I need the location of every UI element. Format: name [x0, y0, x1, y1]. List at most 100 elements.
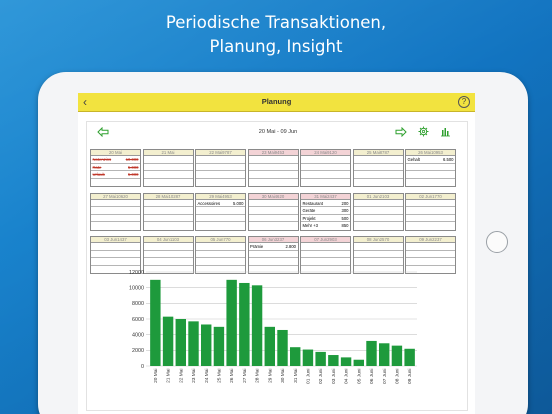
day-entry-row[interactable]	[196, 215, 245, 223]
x-tick-label: 03 Juni	[331, 369, 337, 384]
day-cell[interactable]: 08 Jun2570	[352, 236, 404, 275]
day-entry-row[interactable]: Geräte 300	[301, 207, 350, 215]
day-cell[interactable]: 20 Mai Notenzins 10.000 Rate 5.000 Urlaub 5.00…	[90, 149, 141, 188]
day-entry-row[interactable]	[196, 171, 245, 179]
day-entry-row[interactable]	[353, 243, 403, 251]
day-entry-row[interactable]	[248, 171, 298, 179]
day-entry-row[interactable]	[353, 207, 403, 215]
day-entry-row[interactable]	[301, 156, 350, 164]
day-entry-row[interactable]	[248, 164, 298, 172]
day-entry-row[interactable]	[248, 215, 298, 223]
chart-bar	[404, 348, 415, 366]
day-entry-row[interactable]	[301, 251, 350, 259]
day-entry-row[interactable]: Notenzins 10.000	[91, 156, 140, 164]
x-tick-label: 08 Juni	[395, 369, 401, 384]
day-cell[interactable]: 02 Jun1770	[405, 192, 456, 231]
day-cell[interactable]: 22 Mai9787	[195, 149, 246, 188]
day-entry-row[interactable]	[91, 243, 140, 251]
day-entry-row[interactable]: Prämie 2.800	[248, 243, 298, 251]
day-entry-row[interactable]	[143, 251, 193, 259]
day-entry-row[interactable]: Projekt 500	[301, 215, 350, 223]
x-tick-label: 07 Juni	[382, 369, 388, 384]
chart-bar	[340, 357, 352, 366]
day-cell[interactable]: 05 Jun770	[195, 236, 246, 275]
day-entry-row[interactable]	[196, 164, 245, 172]
day-entry-row[interactable]	[301, 164, 350, 172]
day-cell[interactable]: 21 Mai	[142, 149, 194, 188]
day-entry-row[interactable]: Accessoires 5.000	[196, 200, 245, 208]
day-entry-row[interactable]	[406, 258, 455, 266]
day-cell[interactable]: 04 Jun1103	[142, 236, 194, 275]
day-cell[interactable]: 07 Jun2903	[300, 236, 351, 275]
day-entry-row[interactable]	[353, 251, 403, 259]
day-entry-row[interactable]: Restaurant 200	[301, 200, 350, 208]
day-header: 02 Jun1770	[406, 193, 455, 200]
day-cell[interactable]: 06 Jun3237 Prämie 2.800	[247, 236, 299, 275]
day-entry-row[interactable]: Urlaub 5.000	[91, 171, 140, 179]
day-entry-row[interactable]	[91, 200, 140, 208]
day-entry-row[interactable]	[353, 156, 403, 164]
day-cell[interactable]: 30 Mai4620	[247, 192, 299, 231]
back-chevron-icon[interactable]: ‹	[83, 95, 87, 109]
day-entry-row[interactable]	[301, 243, 350, 251]
day-entry-row[interactable]: Mehr +3 850	[301, 222, 350, 230]
day-entry-row[interactable]	[406, 207, 455, 215]
y-tick-label: 6000	[132, 317, 144, 323]
day-entry-row[interactable]	[196, 207, 245, 215]
day-entry-row[interactable]	[248, 258, 298, 266]
day-entry-row[interactable]	[353, 258, 403, 266]
day-entry-row[interactable]	[353, 215, 403, 223]
day-cell[interactable]: 01 Jun2103	[352, 192, 404, 231]
help-icon[interactable]: ?	[458, 96, 470, 108]
day-cell[interactable]: 29 Mai4953 Accessoires 5.000	[195, 192, 246, 231]
day-entry-row[interactable]	[143, 258, 193, 266]
day-entry-row[interactable]	[143, 215, 193, 223]
day-entry-row[interactable]	[143, 207, 193, 215]
day-cell[interactable]: 31 Mai2437 Restaurant 200 Geräte 300 Projekt 5…	[300, 192, 351, 231]
x-tick-label: 20 Mai	[153, 369, 159, 383]
day-cell[interactable]: 24 Mai9120	[300, 149, 351, 188]
day-entry-row[interactable]	[406, 251, 455, 259]
day-entry-row[interactable]	[91, 258, 140, 266]
day-entry-row[interactable]	[196, 156, 245, 164]
day-entry-row[interactable]	[143, 156, 193, 164]
arrow-left-icon[interactable]	[97, 127, 109, 137]
day-entry-row[interactable]	[406, 164, 455, 172]
day-entry-row[interactable]	[248, 156, 298, 164]
day-entry-row[interactable]	[406, 200, 455, 208]
day-entry-row[interactable]	[248, 207, 298, 215]
day-entry-row[interactable]	[91, 207, 140, 215]
day-entry-row[interactable]	[248, 251, 298, 259]
day-entry-row[interactable]	[406, 215, 455, 223]
day-entry-row[interactable]	[143, 171, 193, 179]
day-entry-row[interactable]	[406, 171, 455, 179]
day-entry-row[interactable]	[143, 243, 193, 251]
day-entry-row[interactable]	[196, 243, 245, 251]
headline-line-1: Periodische Transaktionen,	[165, 13, 387, 32]
day-entry-row[interactable]	[196, 251, 245, 259]
day-cell[interactable]: 26 Mai10953 Gehalt 6.500	[405, 149, 456, 188]
day-entry-row[interactable]	[143, 200, 193, 208]
day-entry-row[interactable]	[406, 243, 455, 251]
gear-icon[interactable]	[418, 126, 429, 137]
day-entry-row[interactable]	[143, 164, 193, 172]
day-entry-row[interactable]	[91, 251, 140, 259]
day-entry-row[interactable]	[301, 258, 350, 266]
day-cell[interactable]: 28 Mai10287	[142, 192, 194, 231]
day-entry-row[interactable]	[353, 164, 403, 172]
day-entry-row[interactable]: Rate 5.000	[91, 164, 140, 172]
day-entry-row[interactable]: Gehalt 6.500	[406, 156, 455, 164]
day-cell[interactable]: 27 Mai10620	[90, 192, 141, 231]
day-entry-row[interactable]	[353, 200, 403, 208]
day-cell[interactable]: 09 Jun2237	[405, 236, 456, 275]
day-entry-row[interactable]	[301, 171, 350, 179]
day-entry-row[interactable]	[353, 171, 403, 179]
day-cell[interactable]: 25 Mai8787	[352, 149, 404, 188]
day-entry-row[interactable]	[91, 215, 140, 223]
arrow-right-icon[interactable]	[395, 127, 407, 137]
day-entry-row[interactable]	[196, 258, 245, 266]
day-entry-row[interactable]	[248, 200, 298, 208]
day-cell[interactable]: 23 Mai9453	[247, 149, 299, 188]
day-cell[interactable]: 03 Jun1437	[90, 236, 141, 275]
bar-chart-icon[interactable]	[440, 126, 451, 137]
